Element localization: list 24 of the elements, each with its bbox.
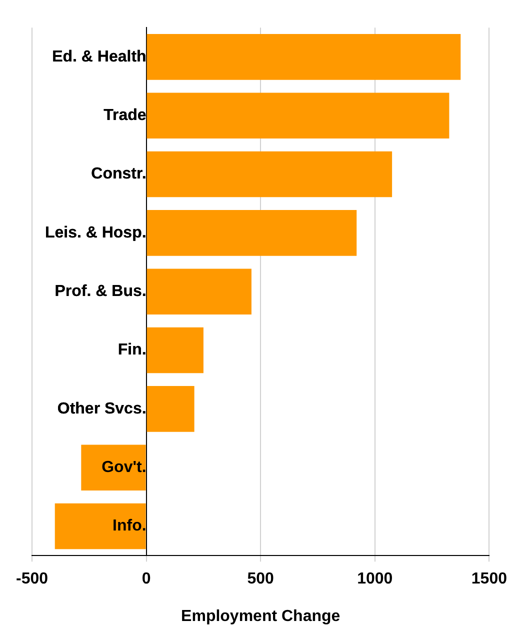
y-tick-label: Other Svcs.	[57, 400, 146, 418]
y-tick-label: Trade	[104, 107, 146, 124]
x-tick-label: 1000	[357, 570, 393, 588]
y-tick-label: Leis. & Hosp.	[44, 224, 146, 242]
y-tick-label: Constr.	[91, 166, 146, 183]
y-tick-label: Gov't.	[102, 459, 146, 476]
x-tick-label: 1500	[471, 570, 508, 588]
y-tick-label: Prof. & Bus.	[54, 283, 146, 300]
x-tick-label: -500	[16, 570, 48, 588]
bar	[81, 444, 146, 490]
bar	[146, 92, 450, 138]
y-tick-label: Ed. & Health	[52, 48, 146, 66]
bar	[146, 268, 252, 314]
bar	[146, 151, 392, 198]
bar	[146, 386, 194, 432]
x-tick-label: 500	[247, 570, 274, 588]
y-tick-label: Fin.	[118, 342, 146, 359]
y-tick-label: Info.	[112, 518, 146, 535]
x-axis-title: Employment Change	[181, 608, 340, 625]
x-tick-label: 0	[142, 570, 151, 588]
bar	[54, 503, 146, 550]
bar	[146, 34, 461, 80]
bar	[146, 210, 357, 256]
bar	[146, 327, 204, 374]
